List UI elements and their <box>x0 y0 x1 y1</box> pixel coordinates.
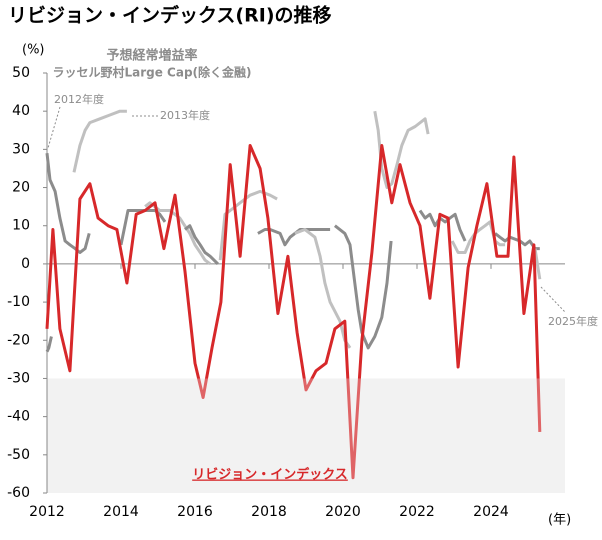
y-tick-label: 30 <box>12 141 30 157</box>
legend-label: リビジョン・インデックス <box>192 467 348 483</box>
y-tick-label: 0 <box>21 256 30 272</box>
annotation-leader <box>540 286 566 313</box>
y-tick-label: -40 <box>7 409 30 425</box>
line-series <box>450 220 506 254</box>
annotation: 2012年度 <box>54 92 104 106</box>
line-series <box>184 224 219 265</box>
line-series <box>45 153 91 254</box>
x-tick-label: 2018 <box>251 504 287 520</box>
y-tick-label: -50 <box>7 447 30 463</box>
y-tick-label: 10 <box>12 218 30 234</box>
legend-label: 予想経常増益率 <box>106 48 197 64</box>
annotation-leader <box>47 106 61 149</box>
shaded-band <box>47 378 565 493</box>
line-series <box>294 228 352 349</box>
line-series <box>45 336 53 353</box>
annotation: 2025年度 <box>548 314 598 328</box>
x-tick-label: 2020 <box>325 504 361 520</box>
y-tick-label: 50 <box>12 65 30 81</box>
y-tick-label: 40 <box>12 103 30 119</box>
x-tick-label: 2024 <box>473 504 509 520</box>
line-series <box>418 209 467 242</box>
y-axis-label: (%) <box>22 43 45 58</box>
x-tick-label: 2014 <box>103 504 139 520</box>
line-series <box>72 109 127 173</box>
y-tick-label: -20 <box>7 332 30 348</box>
chart-title: リビジョン・インデックス(RI)の推移 <box>8 4 332 27</box>
x-tick-label: 2016 <box>177 504 213 520</box>
x-axis-label: (年) <box>548 513 571 528</box>
legend-sublabel: ラッセル野村Large Cap(除く金融) <box>52 65 251 80</box>
y-tick-label: -30 <box>7 370 30 386</box>
shade-overlay <box>48 378 565 493</box>
line-series <box>533 248 542 280</box>
x-tick-label: 2012 <box>29 504 65 520</box>
y-tick-label: -60 <box>7 485 30 501</box>
line-series <box>45 144 542 480</box>
x-tick-label: 2022 <box>399 504 435 520</box>
annotation: 2013年度 <box>160 108 210 122</box>
y-tick-label: 20 <box>12 180 30 196</box>
y-tick-label: -10 <box>7 294 30 310</box>
